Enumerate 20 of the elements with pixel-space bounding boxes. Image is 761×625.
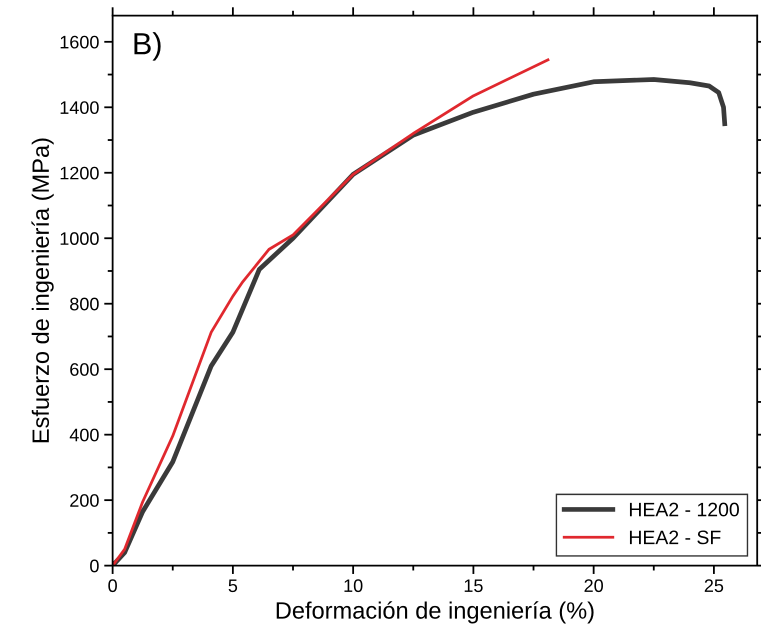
y-tick-label: 0 — [90, 560, 99, 572]
x-tick-label: 10 — [344, 579, 362, 592]
y-tick-label: 1600 — [60, 36, 99, 49]
x-tick-label: 25 — [704, 579, 724, 592]
annotation: B) — [134, 32, 161, 61]
y-tick-label: 600 — [70, 363, 99, 376]
y-tick-label: 1000 — [60, 232, 99, 245]
x-tick-label: 20 — [584, 579, 603, 592]
y-axis-title: Esfuerzo de ingeniería (MPa) — [31, 138, 54, 442]
x-tick-label: 5 — [228, 579, 238, 592]
legend-label: HEA2 - SF — [630, 530, 721, 544]
y-tick-label: 200 — [70, 494, 99, 507]
x-axis-title: Deformación de ingeniería (%) — [276, 601, 594, 624]
x-tick-label: 15 — [464, 579, 483, 592]
y-tick-label: 1400 — [60, 101, 99, 114]
y-tick-label: 800 — [70, 298, 99, 310]
y-tick-label: 1200 — [60, 166, 99, 180]
x-tick-label: 0 — [108, 579, 117, 592]
y-tick-label: 400 — [70, 428, 99, 442]
legend-label: HEA2 - 1200 — [630, 502, 739, 516]
